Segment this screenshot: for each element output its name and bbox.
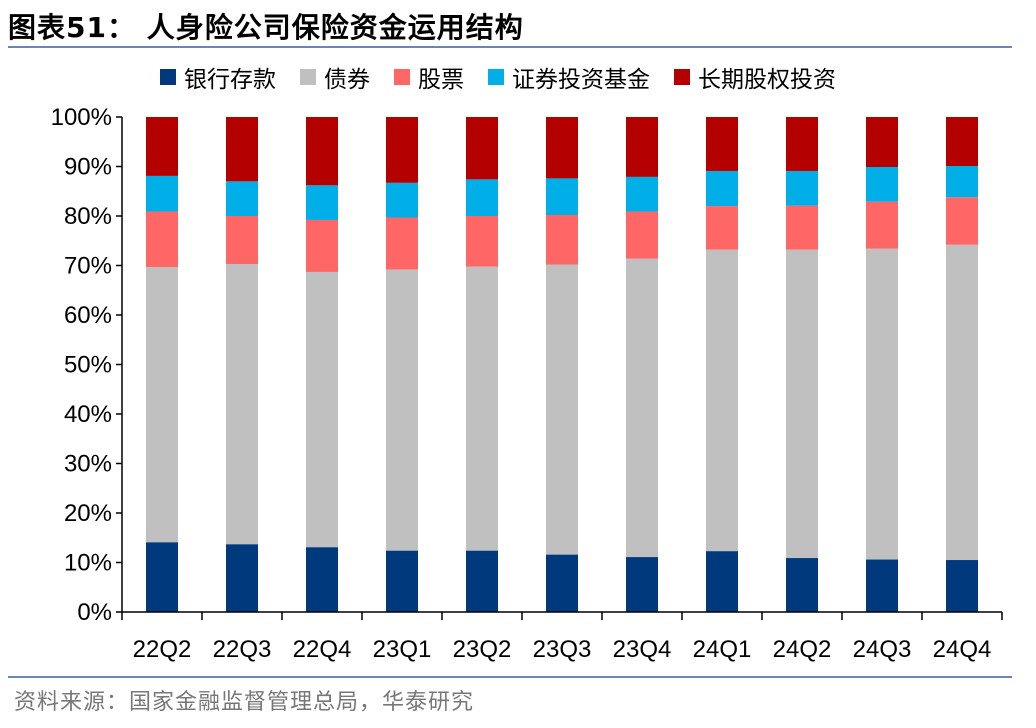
bar-segment <box>946 244 978 561</box>
bar-segment <box>226 117 258 182</box>
y-tick-label: 80% <box>64 203 112 230</box>
bar-segment <box>386 269 418 551</box>
bar-segment <box>626 258 658 558</box>
x-tick-label: 23Q4 <box>613 636 672 663</box>
bar-segment <box>546 264 578 555</box>
legend-swatch <box>488 69 504 85</box>
legend-swatch <box>300 69 316 85</box>
bar-segment <box>626 117 658 177</box>
bar-segment <box>226 544 258 612</box>
bar-segment <box>466 266 498 551</box>
bar-segment <box>786 117 818 171</box>
y-tick-label: 90% <box>64 154 112 181</box>
y-tick-label: 30% <box>64 451 112 478</box>
legend: 银行存款 债券 股票 证券投资基金 长期股权投资 <box>160 60 860 94</box>
bar-segment <box>226 216 258 265</box>
x-tick-label: 22Q4 <box>293 636 352 663</box>
bar-segment <box>706 117 738 171</box>
bar-segment <box>706 170 738 207</box>
x-tick-label: 24Q4 <box>933 636 992 663</box>
bar-segment <box>946 197 978 245</box>
legend-label: 证券投资基金 <box>512 67 650 93</box>
bar-segment <box>786 170 818 206</box>
bar-segment <box>306 117 338 186</box>
bar-segment <box>626 176 658 212</box>
y-tick-label: 60% <box>64 302 112 329</box>
legend-item: 债券 <box>300 60 370 94</box>
y-tick-label: 20% <box>64 500 112 527</box>
x-tick-label: 23Q1 <box>373 636 432 663</box>
x-tick-label: 22Q3 <box>213 636 272 663</box>
bar-segment <box>946 560 978 612</box>
bar-segment <box>706 206 738 250</box>
legend-item: 长期股权投资 <box>674 60 836 94</box>
bar-segment <box>386 217 418 270</box>
bar-segment <box>546 215 578 265</box>
bar-segment <box>146 175 178 212</box>
y-tick-label: 10% <box>64 550 112 577</box>
legend-label: 银行存款 <box>184 67 276 93</box>
bar-segment <box>146 266 178 543</box>
chart-title: 图表51： 人身险公司保险资金运用结构 <box>8 11 524 44</box>
bar-segment <box>226 181 258 216</box>
y-tick-label: 100% <box>51 104 112 131</box>
bar-segment <box>626 557 658 612</box>
x-tick-label: 23Q3 <box>533 636 592 663</box>
bar-segment <box>786 249 818 559</box>
bar-segment <box>306 185 338 220</box>
bar-segment <box>626 211 658 259</box>
bar-segment <box>146 211 178 267</box>
bar-segment <box>706 551 738 612</box>
y-tick-label: 40% <box>64 401 112 428</box>
bar-segment <box>306 547 338 612</box>
legend-label: 债券 <box>324 67 370 93</box>
legend-label: 股票 <box>418 67 464 93</box>
bar-segment <box>866 167 898 202</box>
bar-segment <box>306 271 338 548</box>
bar-segment <box>946 166 978 198</box>
source-note: 资料来源：国家金融监督管理总局，华泰研究 <box>14 690 475 715</box>
bar-segment <box>466 550 498 612</box>
legend-swatch <box>160 69 176 85</box>
bar-segment <box>866 201 898 249</box>
bar-segment <box>386 550 418 612</box>
bar-segment <box>306 219 338 272</box>
x-tick-label: 23Q2 <box>453 636 512 663</box>
bar-segment <box>786 205 818 250</box>
x-tick-label: 24Q3 <box>853 636 912 663</box>
footer-divider <box>8 676 1012 678</box>
bar-segment <box>546 117 578 179</box>
bar-segment <box>146 542 178 612</box>
bar-segment <box>386 182 418 218</box>
title-divider <box>8 46 1012 48</box>
bar-segment <box>866 559 898 612</box>
bar-segment <box>706 249 738 552</box>
bar-segment <box>226 264 258 545</box>
x-tick-label: 24Q2 <box>773 636 832 663</box>
legend-swatch <box>674 69 690 85</box>
bar-segment <box>386 117 418 183</box>
bar-segment <box>946 117 978 167</box>
bar-segment <box>466 179 498 216</box>
legend-label: 长期股权投资 <box>698 67 836 93</box>
y-tick-label: 70% <box>64 253 112 280</box>
x-tick-label: 24Q1 <box>693 636 752 663</box>
bar-segment <box>546 554 578 612</box>
bar-segment <box>466 117 498 180</box>
y-tick-label: 50% <box>64 352 112 379</box>
bar-segment <box>546 178 578 216</box>
bar-segment <box>866 117 898 167</box>
y-tick-label: 0% <box>77 599 112 626</box>
x-tick-label: 22Q2 <box>133 636 192 663</box>
bar-segment <box>146 117 178 176</box>
bar-segment <box>466 216 498 267</box>
legend-item: 银行存款 <box>160 60 276 94</box>
legend-swatch <box>394 69 410 85</box>
bar-segment <box>786 558 818 612</box>
legend-item: 股票 <box>394 60 464 94</box>
legend-item: 证券投资基金 <box>488 60 650 94</box>
bar-segment <box>866 248 898 560</box>
